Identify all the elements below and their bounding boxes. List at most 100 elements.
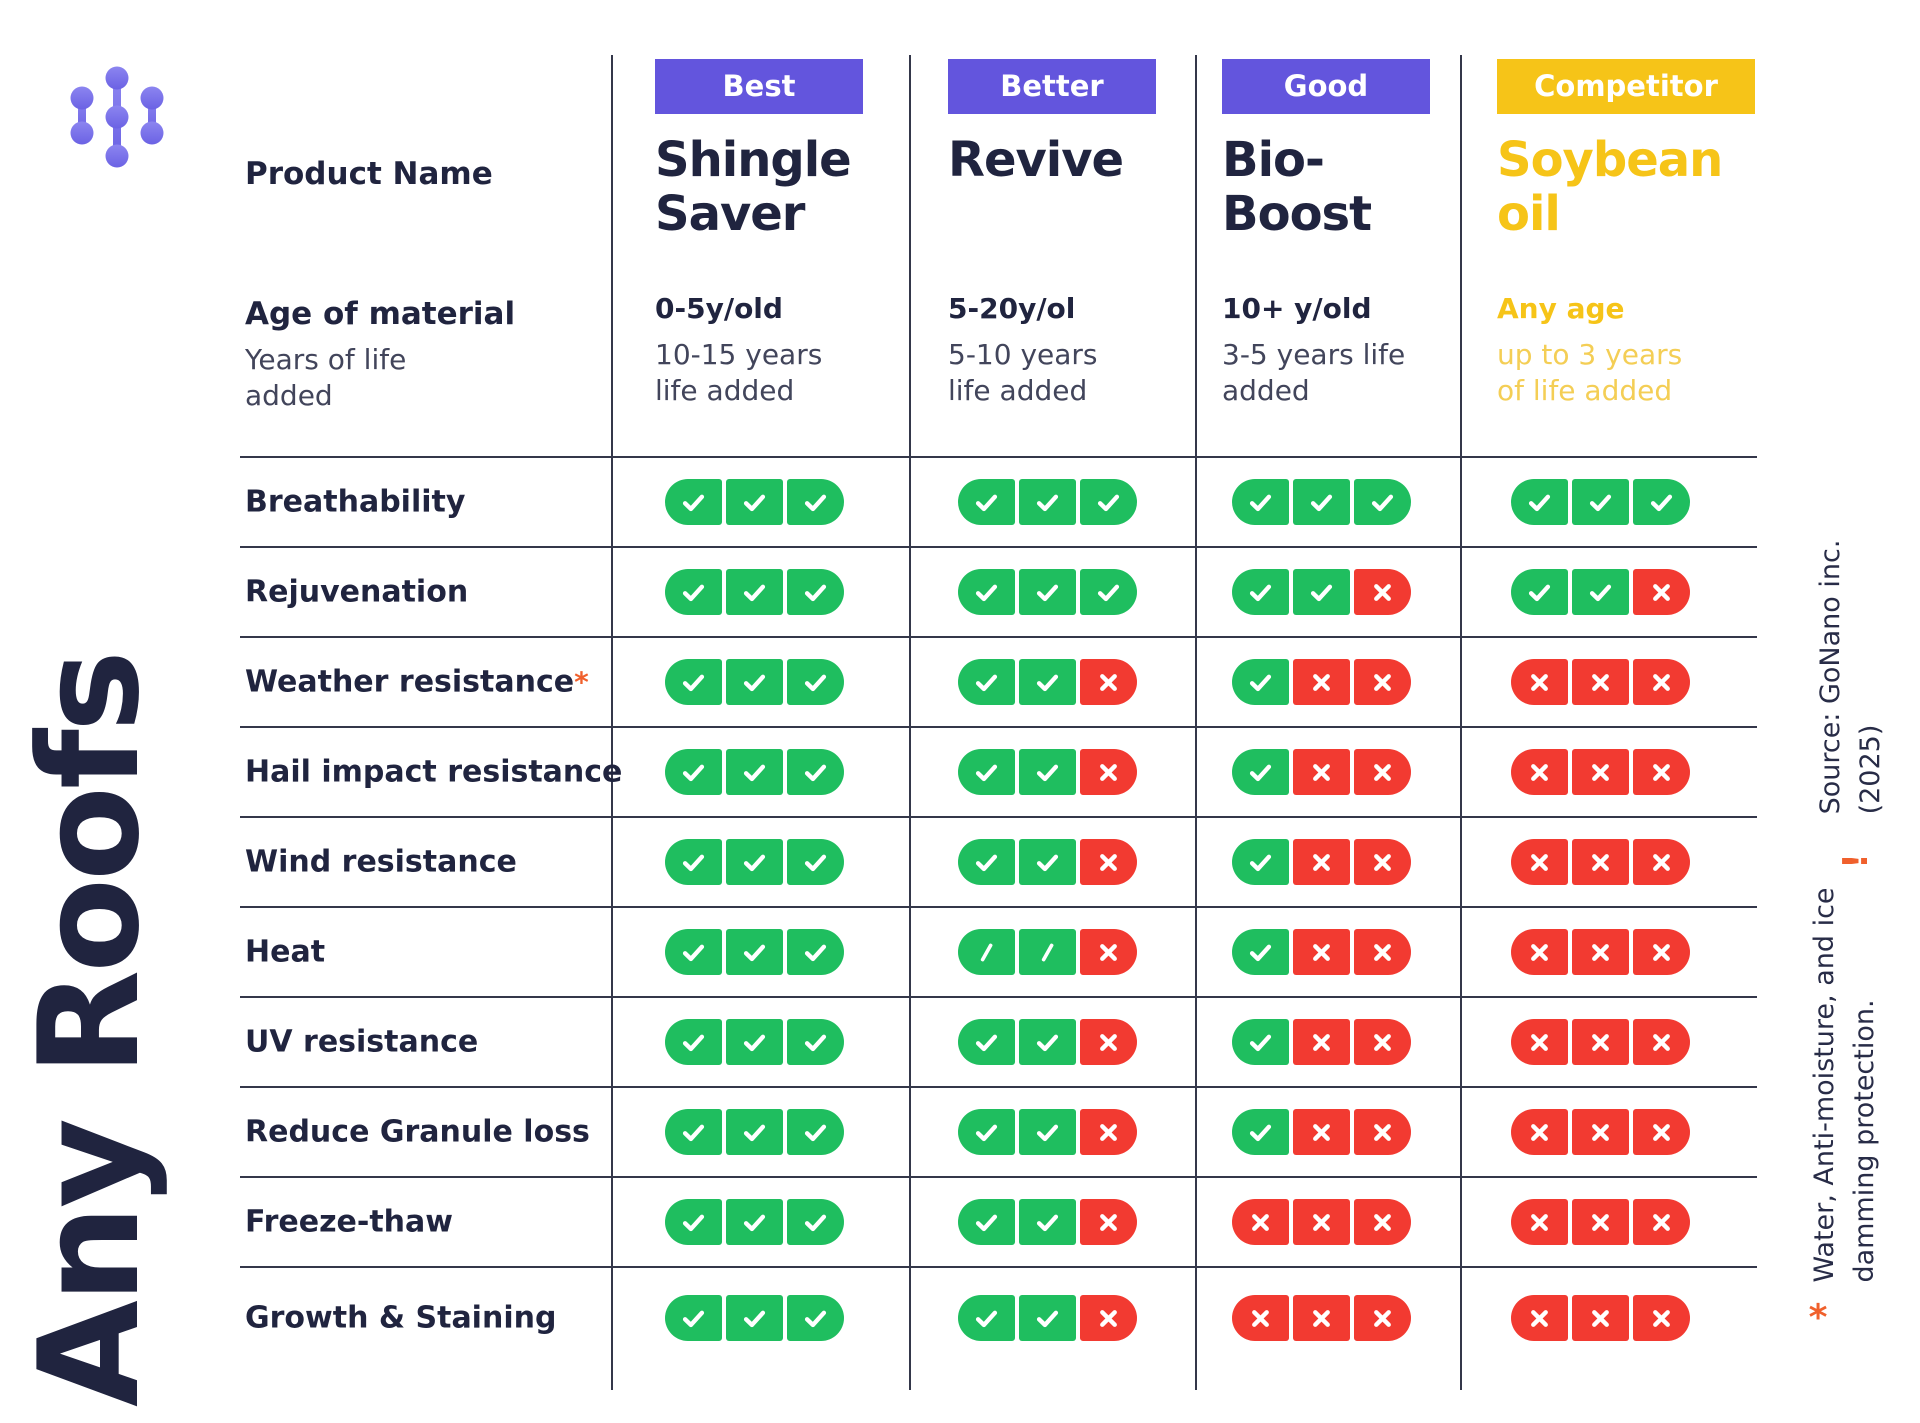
check-icon <box>1019 839 1076 885</box>
rating-pill <box>1232 1019 1411 1065</box>
check-icon <box>1232 839 1289 885</box>
x-icon <box>1354 839 1411 885</box>
check-icon <box>726 749 783 795</box>
rating-pill <box>1232 659 1411 705</box>
rating-pill <box>1511 1109 1690 1155</box>
x-icon <box>1080 1019 1137 1065</box>
x-icon <box>1293 839 1350 885</box>
tier-badge: Good <box>1222 59 1430 114</box>
check-icon <box>787 1109 844 1155</box>
x-icon <box>1232 1295 1289 1341</box>
check-icon <box>665 569 722 615</box>
rating-pill <box>665 659 844 705</box>
x-icon <box>1511 1019 1568 1065</box>
x-icon <box>1633 749 1690 795</box>
rating-pill <box>1511 1295 1690 1341</box>
x-icon <box>1511 1295 1568 1341</box>
rating-pill <box>958 839 1137 885</box>
product-name: Revive <box>948 132 1124 188</box>
check-icon <box>665 1199 722 1245</box>
table-row: Hail impact resistance <box>240 726 1757 816</box>
x-icon <box>1633 569 1690 615</box>
x-icon <box>1572 1199 1629 1245</box>
check-icon <box>958 479 1015 525</box>
row-label: Growth & Staining <box>245 1300 557 1336</box>
rating-pill <box>958 929 1137 975</box>
check-icon <box>1019 1199 1076 1245</box>
check-icon <box>1232 659 1289 705</box>
x-icon <box>1633 929 1690 975</box>
x-icon <box>1080 1109 1137 1155</box>
check-icon <box>1019 479 1076 525</box>
x-icon <box>1572 749 1629 795</box>
rating-pill <box>665 1295 844 1341</box>
row-label: Reduce Granule loss <box>245 1114 590 1150</box>
check-icon <box>1232 569 1289 615</box>
source-note: Source: GoNano inc. (2025) <box>1811 540 1891 815</box>
rating-pill <box>1232 1199 1411 1245</box>
table-row: Weather resistance* <box>240 636 1757 726</box>
product-age: Any age <box>1497 292 1625 325</box>
x-icon <box>1354 1295 1411 1341</box>
x-icon <box>1354 929 1411 975</box>
check-icon <box>726 929 783 975</box>
check-icon <box>1511 569 1568 615</box>
check-icon <box>787 569 844 615</box>
x-icon <box>1293 1019 1350 1065</box>
source-note-line: (2025) <box>1855 724 1886 815</box>
rating-pill <box>958 1019 1137 1065</box>
check-icon <box>726 659 783 705</box>
x-icon <box>1354 749 1411 795</box>
product-name-label: Product Name <box>245 156 493 192</box>
x-icon <box>1511 1199 1568 1245</box>
row-label: Heat <box>245 934 326 970</box>
rating-pill <box>958 1295 1137 1341</box>
rating-pill <box>1232 929 1411 975</box>
rating-pill <box>958 749 1137 795</box>
x-icon <box>1572 659 1629 705</box>
x-icon <box>1633 839 1690 885</box>
rating-pill <box>1511 1199 1690 1245</box>
check-icon <box>958 659 1015 705</box>
x-icon <box>1293 749 1350 795</box>
column-divider <box>1460 55 1462 1390</box>
product-name: Soybean oil <box>1497 132 1723 243</box>
product-age: 5-20y/ol <box>948 292 1076 325</box>
x-icon <box>1293 659 1350 705</box>
product-age: 10+ y/old <box>1222 292 1372 325</box>
rating-pill <box>1511 1019 1690 1065</box>
table-row: Heat <box>240 906 1757 996</box>
check-icon <box>1293 479 1350 525</box>
check-icon <box>958 1109 1015 1155</box>
x-icon <box>1633 1109 1690 1155</box>
check-icon <box>1080 569 1137 615</box>
check-icon <box>726 1019 783 1065</box>
asterisk-mark: * <box>1808 1297 1828 1339</box>
x-icon <box>1572 1109 1629 1155</box>
x-icon <box>1080 659 1137 705</box>
rating-pill <box>665 1109 844 1155</box>
check-icon <box>1019 569 1076 615</box>
x-icon <box>1572 929 1629 975</box>
column-divider <box>611 55 613 1390</box>
check-icon <box>665 749 722 795</box>
check-icon <box>665 659 722 705</box>
rating-pill <box>665 749 844 795</box>
source-note-line: Source: GoNano inc. <box>1815 539 1846 815</box>
check-icon <box>665 479 722 525</box>
x-icon <box>1232 1199 1289 1245</box>
brand-vertical-title: Any Roofs <box>9 652 170 1408</box>
rating-pill <box>1511 749 1690 795</box>
rating-pill <box>958 569 1137 615</box>
rating-pill <box>1511 839 1690 885</box>
x-icon <box>1080 839 1137 885</box>
check-icon <box>1019 659 1076 705</box>
rating-pill <box>958 479 1137 525</box>
check-icon <box>665 839 722 885</box>
x-icon <box>1080 1295 1137 1341</box>
table-row: Freeze-thaw <box>240 1176 1757 1266</box>
check-icon <box>787 479 844 525</box>
tier-badge: Better <box>948 59 1156 114</box>
x-icon <box>1633 1019 1690 1065</box>
